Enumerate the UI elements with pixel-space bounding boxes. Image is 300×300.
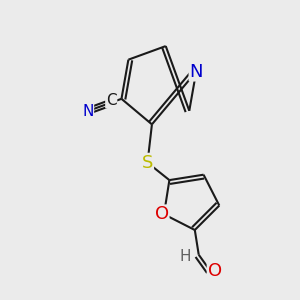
Text: N: N <box>82 103 93 118</box>
Text: O: O <box>154 205 169 223</box>
Text: N: N <box>189 63 203 81</box>
Text: O: O <box>208 262 222 280</box>
Text: C: C <box>106 93 117 108</box>
Text: S: S <box>142 154 153 172</box>
Text: H: H <box>180 249 191 264</box>
